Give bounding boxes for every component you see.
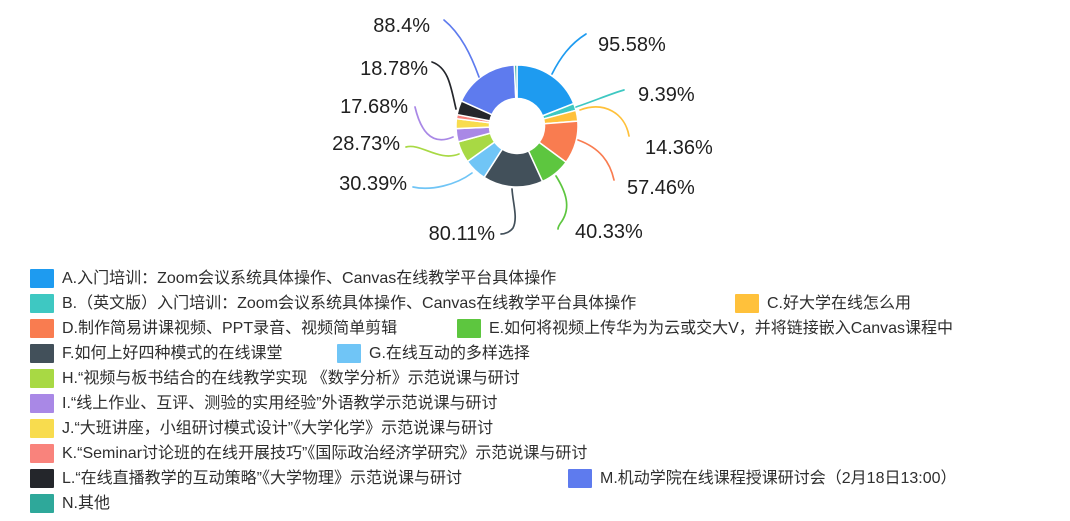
legend-label-f: F.如何上好四种模式的在线课堂 (62, 345, 283, 362)
leader-line-e (555, 175, 568, 230)
legend-item-c[interactable]: C.好大学在线怎么用 (735, 291, 911, 316)
percent-label-f: 80.11% (429, 223, 496, 245)
legend-label-l: L.“在线直播教学的互动策略”《大学物理》示范说课与研讨 (62, 470, 463, 487)
legend-swatch-j (30, 419, 54, 438)
legend-item-j[interactable]: J.“大班讲座，小组研讨模式设计”《大学化学》示范说课与研讨 (30, 416, 493, 441)
legend-swatch-h (30, 369, 54, 388)
legend-label-c: C.好大学在线怎么用 (767, 295, 912, 312)
leader-line-a (551, 33, 587, 75)
legend-label-d: D.制作简易讲课视频、PPT录音、视频简单剪辑 (62, 320, 398, 337)
leader-line-m (443, 19, 480, 78)
legend-label-b: B.（英文版）入门培训：Zoom会议系统具体操作、Canvas在线教学平台具体操… (62, 295, 637, 312)
legend-item-b[interactable]: B.（英文版）入门培训：Zoom会议系统具体操作、Canvas在线教学平台具体操… (30, 291, 636, 316)
percent-label-h: 28.73% (332, 133, 400, 155)
legend-swatch-n (30, 494, 54, 513)
percent-label-b: 9.39% (638, 84, 695, 106)
legend-row: I.“线上作业、互评、测验的实用经验”外语教学示范说课与研讨 (30, 391, 1060, 416)
leader-line-d (577, 139, 615, 181)
leader-line-h (405, 145, 460, 157)
legend-item-m[interactable]: M.机动学院在线课程授课研讨会（2月18日13:00） (568, 466, 957, 491)
legend-label-g: G.在线互动的多样选择 (369, 345, 530, 362)
legend-label-i: I.“线上作业、互评、测验的实用经验”外语教学示范说课与研讨 (62, 395, 498, 412)
legend-swatch-l (30, 469, 54, 488)
leader-line-l (431, 61, 457, 110)
percent-label-i: 17.68% (340, 96, 408, 118)
legend-label-e: E.如何将视频上传华为为云或交大V，并将链接嵌入Canvas课程中 (489, 320, 954, 337)
percent-label-c: 14.36% (645, 137, 713, 159)
legend-row: F.如何上好四种模式的在线课堂 G.在线互动的多样选择 (30, 341, 1060, 366)
legend-label-m: M.机动学院在线课程授课研讨会（2月18日13:00） (600, 470, 957, 487)
legend-item-k[interactable]: K.“Seminar讨论班的在线开展技巧”《国际政治经济学研究》示范说课与研讨 (30, 441, 587, 466)
legend-swatch-k (30, 444, 54, 463)
legend-row: D.制作简易讲课视频、PPT录音、视频简单剪辑 E.如何将视频上传华为为云或交大V… (30, 316, 1060, 341)
leader-line-c (579, 106, 630, 137)
legend-swatch-m (568, 469, 592, 488)
leader-line-b (575, 89, 625, 108)
legend-item-l[interactable]: L.“在线直播教学的互动策略”《大学物理》示范说课与研讨 (30, 466, 462, 491)
legend-label-n: N.其他 (62, 495, 111, 512)
legend-row: A.入门培训：Zoom会议系统具体操作、Canvas在线教学平台具体操作 (30, 266, 1060, 291)
legend-row: H.“视频与板书结合的在线教学实现 《数学分析》示范说课与研讨 (30, 366, 1060, 391)
legend-item-a[interactable]: A.入门培训：Zoom会议系统具体操作、Canvas在线教学平台具体操作 (30, 266, 556, 291)
leader-line-i (414, 106, 454, 141)
leader-line-f (500, 188, 516, 235)
leader-line-g (412, 172, 473, 190)
legend-item-n[interactable]: N.其他 (30, 491, 110, 516)
percent-label-m: 88.4% (373, 15, 430, 37)
pie-slice-n[interactable] (513, 64, 518, 100)
legend-row: J.“大班讲座，小组研讨模式设计”《大学化学》示范说课与研讨 (30, 416, 1060, 441)
percent-label-a: 95.58% (598, 34, 666, 56)
legend-label-j: J.“大班讲座，小组研讨模式设计”《大学化学》示范说课与研讨 (62, 420, 494, 437)
legend-item-d[interactable]: D.制作简易讲课视频、PPT录音、视频简单剪辑 (30, 316, 397, 341)
legend-swatch-a (30, 269, 54, 288)
legend-item-i[interactable]: I.“线上作业、互评、测验的实用经验”外语教学示范说课与研讨 (30, 391, 498, 416)
percent-label-g: 30.39% (339, 173, 407, 195)
legend-swatch-d (30, 319, 54, 338)
legend-swatch-g (337, 344, 361, 363)
legend-item-e[interactable]: E.如何将视频上传华为为云或交大V，并将链接嵌入Canvas课程中 (457, 316, 953, 341)
legend-item-h[interactable]: H.“视频与板书结合的在线教学实现 《数学分析》示范说课与研讨 (30, 366, 520, 391)
legend-label-k: K.“Seminar讨论班的在线开展技巧”《国际政治经济学研究》示范说课与研讨 (62, 445, 588, 462)
legend-row: N.其他 (30, 491, 1060, 516)
percent-label-l: 18.78% (360, 58, 428, 80)
legend-row: L.“在线直播教学的互动策略”《大学物理》示范说课与研讨 M.机动学院在线课程授课… (30, 466, 1060, 491)
legend-item-g[interactable]: G.在线互动的多样选择 (337, 341, 530, 366)
legend-item-f[interactable]: F.如何上好四种模式的在线课堂 (30, 341, 282, 366)
legend-swatch-e (457, 319, 481, 338)
percent-label-e: 40.33% (575, 221, 643, 243)
donut-chart-svg: 95.58% 9.39% 14.36% 57.46% 40.33% 80.11% 30.39… (332, 15, 713, 245)
percent-label-d: 57.46% (627, 177, 695, 199)
legend-swatch-f (30, 344, 54, 363)
legend-swatch-i (30, 394, 54, 413)
legend-label-h: H.“视频与板书结合的在线教学实现 《数学分析》示范说课与研讨 (62, 370, 520, 387)
legend-swatch-c (735, 294, 759, 313)
legend-swatch-b (30, 294, 54, 313)
legend-row: K.“Seminar讨论班的在线开展技巧”《国际政治经济学研究》示范说课与研讨 (30, 441, 1060, 466)
donut-chart: 95.58% 9.39% 14.36% 57.46% 40.33% 80.11% 30.39… (0, 0, 1070, 260)
legend-label-a: A.入门培训：Zoom会议系统具体操作、Canvas在线教学平台具体操作 (62, 270, 557, 287)
legend-row: B.（英文版）入门培训：Zoom会议系统具体操作、Canvas在线教学平台具体操… (30, 291, 1060, 316)
